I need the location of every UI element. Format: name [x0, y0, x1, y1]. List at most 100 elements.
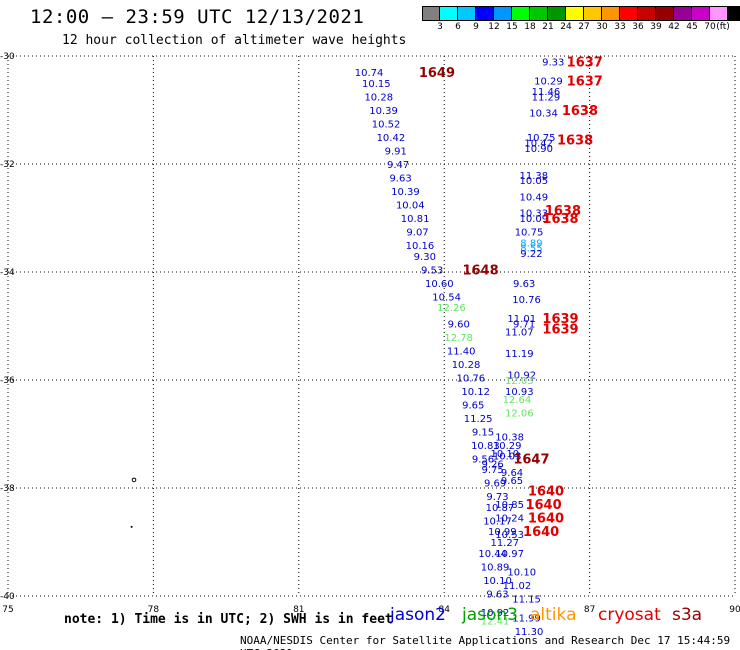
color-scale-tick: 6 — [455, 22, 461, 32]
color-swatch — [674, 6, 692, 21]
color-scale-tick: 30 — [596, 22, 608, 32]
x-tick-label: 75 — [2, 605, 13, 615]
color-scale-tick: 9 — [473, 22, 479, 32]
wave-height-label: 10.53 — [495, 530, 524, 541]
note-text: note: 1) Time is in UTC; 2) SWH is in fe… — [64, 612, 393, 627]
pass-id-label: 1637 — [567, 55, 603, 70]
legend-jason2: jason2 — [390, 605, 446, 625]
wave-height-label: 11.25 — [464, 414, 493, 425]
wave-height-label: 9.26 — [482, 460, 504, 471]
color-swatch — [584, 6, 602, 21]
wave-height-label: 10.85 — [495, 500, 524, 511]
wave-height-label: 12.03 — [505, 376, 534, 387]
wave-height-label: 9.63 — [513, 279, 535, 290]
wave-height-label: 10.29 — [493, 441, 522, 452]
wave-height-label: 10.15 — [362, 79, 391, 90]
wave-height-label: 10.54 — [432, 292, 461, 303]
color-swatch — [638, 6, 656, 21]
wave-height-label: 10.39 — [369, 106, 398, 117]
wave-height-label: 10.03 — [493, 452, 522, 463]
pass-id-label: 1638 — [542, 212, 578, 227]
color-swatch — [728, 6, 740, 21]
pass-id-label: 1647 — [513, 452, 549, 467]
wave-height-label: 11.40 — [447, 346, 476, 357]
wave-height-label: 9.63 — [486, 589, 508, 600]
y-tick-label: -32 — [0, 160, 15, 170]
color-swatch — [530, 6, 548, 21]
legend-cryosat: cryosat — [598, 605, 661, 625]
x-tick-label: 87 — [584, 605, 595, 615]
pass-id-label: 1640 — [528, 512, 564, 527]
wave-height-label: 10.10 — [483, 576, 512, 587]
wave-height-label: 10.24 — [495, 514, 524, 525]
wave-height-label: 10.49 — [520, 192, 549, 203]
wave-height-label: 10.44 — [478, 549, 507, 560]
wave-height-label: 9.65 — [501, 476, 523, 487]
wave-height-label: 10.52 — [372, 120, 401, 131]
wave-height-label: 9.30 — [414, 252, 436, 263]
wave-height-label: 9.75 — [482, 465, 504, 476]
wave-height-label: 8.89 — [520, 238, 542, 249]
wave-height-label: 9.64 — [501, 468, 523, 479]
wave-height-label: 9.15 — [472, 427, 494, 438]
wave-height-label: 10.81 — [401, 214, 430, 225]
pass-id-label: 1638 — [562, 104, 598, 119]
footer-credit: NOAA/NESDIS Center for Satellite Applica… — [240, 634, 731, 650]
wave-height-label: 9.65 — [462, 400, 484, 411]
color-scale-tick: 12 — [488, 22, 500, 32]
y-tick-label: -40 — [0, 592, 15, 602]
wave-height-label: 9.73 — [486, 492, 508, 503]
wave-height-label: 11.15 — [512, 595, 541, 606]
color-swatch — [566, 6, 584, 21]
y-tick-label: -36 — [0, 376, 15, 386]
wave-height-label: 9.69 — [484, 479, 506, 490]
color-swatch — [458, 6, 476, 21]
wave-height-label: 10.10 — [490, 449, 519, 460]
wave-height-label: 10.75 — [515, 228, 544, 239]
color-swatch — [710, 6, 728, 21]
x-tick-label: 81 — [293, 605, 304, 615]
wave-height-label: 9.60 — [448, 319, 470, 330]
wave-height-label: 10.17 — [483, 516, 512, 527]
pass-id-label: 1638 — [557, 134, 593, 149]
wave-height-label: 10.10 — [507, 568, 536, 579]
wave-height-label: 10.97 — [495, 549, 524, 560]
wave-height-label: 9.33 — [542, 57, 564, 68]
wave-height-label: 10.87 — [486, 503, 515, 514]
color-scale-bar — [422, 6, 740, 21]
wave-height-label: 12.26 — [437, 303, 466, 314]
wave-height-label: 10.76 — [457, 373, 486, 384]
color-scale-tick: 3 — [437, 22, 443, 32]
color-scale-tick: 33 — [614, 22, 626, 32]
color-scale-tick: 70 — [704, 22, 716, 32]
color-swatch — [656, 6, 674, 21]
color-scale-tick: 36 — [632, 22, 644, 32]
pass-id-label: 1640 — [523, 525, 559, 540]
color-swatch — [620, 6, 638, 21]
wave-height-label: 10.28 — [452, 360, 481, 371]
color-swatch — [602, 6, 620, 21]
wave-height-label: 10.75 — [527, 133, 556, 144]
legend-altika: altika — [530, 605, 577, 625]
wave-height-label: 10.29 — [534, 76, 563, 87]
color-scale-tick: 24 — [560, 22, 572, 32]
color-scale-tick: 45 — [686, 22, 698, 32]
wave-height-label: 11.99 — [512, 614, 541, 625]
color-scale-tick: 42 — [668, 22, 680, 32]
wave-height-label: 10.93 — [505, 387, 534, 398]
color-swatch — [440, 6, 458, 21]
wave-height-label: 12.78 — [444, 333, 473, 344]
wave-height-label: 11.19 — [505, 349, 534, 360]
wave-height-label: 10.12 — [461, 387, 490, 398]
color-swatch — [692, 6, 710, 21]
wave-height-label: 9.63 — [389, 174, 411, 185]
wave-height-label: 10.04 — [396, 201, 425, 212]
wave-height-label: 9.22 — [520, 249, 542, 260]
color-scale-unit: (ft) — [716, 22, 730, 32]
color-swatch — [422, 6, 440, 21]
wave-height-label: 10.92 — [507, 371, 536, 382]
wave-height-label: 10.74 — [355, 68, 384, 79]
wave-height-label: 10.42 — [524, 138, 553, 149]
wave-height-label: 9.71 — [513, 319, 535, 330]
